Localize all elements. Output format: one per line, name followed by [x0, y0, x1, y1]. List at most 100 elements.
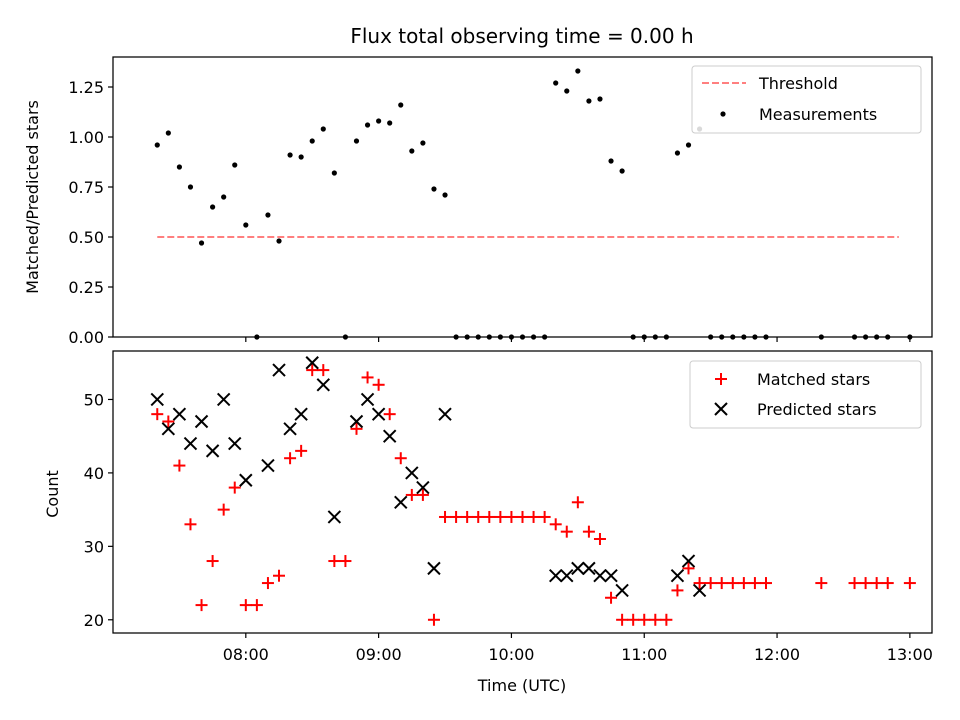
legend-matched-label: Matched stars: [757, 370, 870, 389]
measurement-point: [420, 140, 426, 146]
matched-star-marker: [881, 577, 894, 590]
matched-star-marker: [450, 510, 463, 523]
measurement-point: [320, 126, 326, 132]
matched-star-marker: [228, 481, 241, 494]
matched-star-marker: [250, 599, 263, 612]
matched-star-marker: [682, 562, 695, 575]
predicted-star-marker: [316, 378, 330, 392]
matched-star-marker: [383, 408, 396, 421]
top-y-axis-label: Matched/Predicted stars: [23, 100, 42, 294]
predicted-star-marker: [371, 407, 386, 421]
matched-star-marker: [350, 422, 363, 435]
bottom-x-tick-label: 12:00: [754, 645, 800, 664]
measurement-point: [331, 170, 337, 176]
measurement-point: [232, 162, 238, 168]
measurement-point: [409, 148, 415, 154]
matched-star-marker: [461, 510, 474, 523]
bottom-x-tick-label: 09:00: [356, 645, 402, 664]
predicted-star-marker: [272, 363, 286, 377]
measurement-point: [674, 150, 681, 156]
matched-star-marker: [538, 510, 551, 523]
measurement-point: [353, 138, 360, 144]
measurement-point: [187, 184, 194, 190]
predicted-star-marker: [283, 422, 297, 436]
matched-star-marker: [627, 613, 640, 626]
matched-star-marker: [306, 364, 319, 377]
measurement-point: [243, 222, 249, 228]
bottom-x-tick-label: 13:00: [887, 645, 933, 664]
measurement-point: [586, 98, 592, 104]
bottom-legend-box: [689, 360, 922, 429]
measurement-point: [287, 152, 293, 158]
predicted-star-marker: [692, 583, 707, 598]
matched-star-marker: [162, 415, 175, 428]
matched-star-marker: [870, 577, 883, 590]
predicted-star-marker: [360, 392, 375, 407]
bottom-y-axis-label: Count: [43, 470, 62, 518]
bottom-x-ticks: 08:00 09:00 10:00 11:00 12:00 13:00: [223, 633, 933, 664]
measurement-point: [597, 96, 603, 102]
predicted-star-marker: [161, 422, 176, 436]
predicted-star-marker: [194, 414, 209, 429]
measurement-point: [176, 164, 183, 170]
matched-star-marker: [151, 408, 164, 421]
matched-star-marker: [737, 577, 750, 590]
bottom-data-marks: [150, 356, 916, 626]
predicted-star-marker: [427, 561, 441, 576]
matched-star-marker: [848, 577, 861, 590]
chart-title: Flux total observing time = 0.00 h: [350, 24, 693, 48]
matched-star-marker: [261, 577, 274, 590]
top-y-tick-label: 0.50: [68, 228, 104, 247]
legend-predicted-swatch: [714, 402, 728, 416]
predicted-star-marker: [615, 583, 629, 598]
bottom-y-tick-label: 50: [84, 390, 104, 409]
top-y-tick-label: 1.25: [68, 78, 104, 97]
top-plot-frame: [112, 56, 933, 338]
measurement-point: [398, 102, 404, 108]
ratio-panel: Flux total observing time = 0.00 h Match…: [23, 24, 933, 347]
top-legend-box: [691, 65, 922, 134]
matched-star-marker: [593, 533, 606, 545]
matched-star-marker: [726, 577, 739, 590]
top-y-tick-label: 0.25: [68, 278, 104, 297]
measurement-point: [553, 80, 559, 86]
predicted-star-marker: [349, 414, 364, 429]
matched-star-marker: [516, 510, 529, 523]
predicted-star-marker: [150, 392, 164, 407]
measurement-point: [265, 212, 271, 218]
matched-star-marker: [582, 525, 595, 538]
matched-star-marker: [206, 555, 219, 568]
predicted-star-marker: [571, 561, 585, 576]
count-panel: Count Time (UTC) 20 30 40 50 08:00 09:00 10:0…: [43, 350, 933, 695]
matched-star-marker: [427, 613, 440, 626]
predicted-star-marker: [216, 392, 231, 407]
measurement-point: [154, 142, 160, 148]
predicted-star-marker: [294, 407, 308, 421]
x-axis-label: Time (UTC): [477, 676, 566, 695]
measurement-point: [198, 240, 205, 246]
top-y-ticks: 0.00 0.25 0.50 0.75 1.00 1.25: [68, 78, 113, 347]
matched-star-marker: [560, 525, 573, 538]
matched-star-marker: [571, 496, 584, 509]
bottom-legend: Matched stars Predicted stars: [689, 360, 922, 429]
predicted-star-marker: [327, 510, 342, 524]
bottom-y-tick-label: 30: [84, 537, 104, 556]
top-y-tick-label: 1.00: [68, 128, 104, 147]
matched-star-marker: [483, 510, 496, 523]
predicted-star-marker: [394, 495, 408, 509]
bottom-plot-frame: [112, 350, 933, 634]
predicted-star-marker: [382, 429, 397, 443]
predicted-star-marker: [172, 407, 187, 421]
predicted-star-marker: [604, 569, 618, 583]
predicted-star-marker: [261, 458, 275, 473]
matched-star-marker: [173, 459, 186, 472]
matched-star-marker: [361, 371, 374, 384]
matched-star-marker: [759, 577, 772, 590]
matched-star-marker: [494, 510, 507, 523]
matched-star-marker: [903, 577, 916, 590]
measurement-point: [442, 192, 448, 198]
legend-matched-swatch: [715, 373, 727, 385]
measurement-point: [685, 142, 692, 148]
matched-star-marker: [671, 584, 684, 597]
matched-star-marker: [439, 510, 452, 523]
